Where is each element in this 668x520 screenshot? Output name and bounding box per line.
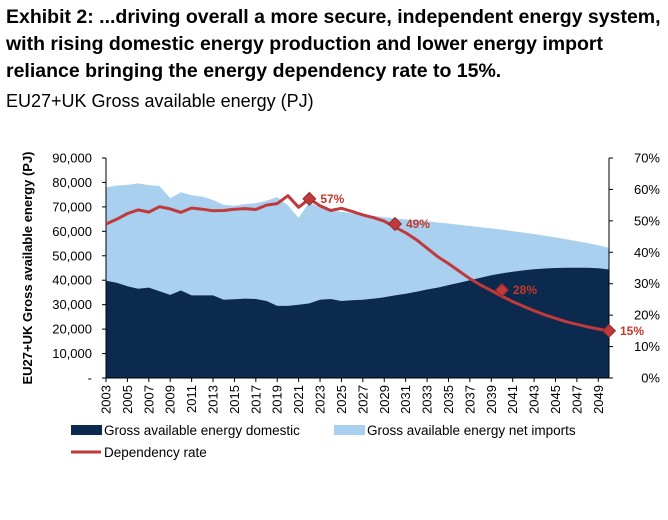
- y2-tick-label: 10%: [634, 339, 660, 354]
- dependency-data-label: 49%: [406, 217, 430, 231]
- y2-tick-label: 30%: [634, 276, 660, 291]
- y2-tick-label: 50%: [634, 213, 660, 228]
- legend-swatch: [71, 425, 102, 435]
- area-layer: [106, 183, 609, 378]
- x-tick-label: 2007: [141, 385, 156, 414]
- domestic-area: [106, 267, 609, 378]
- x-tick-label: 2037: [462, 385, 477, 414]
- x-tick-label: 2039: [484, 385, 499, 414]
- y-axis-label: EU27+UK Gross available energy (PJ): [20, 151, 35, 384]
- y-tick-label: 20,000: [52, 322, 92, 337]
- y-tick-label: -: [88, 371, 92, 386]
- legend-label: Gross available energy net imports: [367, 423, 576, 438]
- y2-tick-label: 70%: [634, 151, 660, 166]
- y-tick-label: 80,000: [52, 175, 92, 190]
- x-tick-label: 2015: [227, 385, 242, 414]
- y-tick-label: 90,000: [52, 151, 92, 166]
- x-tick-label: 2029: [377, 385, 392, 414]
- y-tick-label: 30,000: [52, 297, 92, 312]
- y2-tick-label: 0%: [641, 371, 660, 386]
- dependency-marker: [494, 282, 510, 298]
- dependency-marker: [601, 323, 617, 338]
- x-tick-label: 2045: [548, 385, 563, 414]
- y-tick-label: 40,000: [52, 273, 92, 288]
- y-tick-label: 60,000: [52, 224, 92, 239]
- y2-tick-label: 60%: [634, 182, 660, 197]
- x-tick-label: 2043: [527, 385, 542, 414]
- x-tick-label: 2009: [163, 385, 178, 414]
- legend: Gross available energy domestic Gross ava…: [71, 423, 576, 460]
- x-tick-label: 2017: [248, 385, 263, 414]
- x-tick-label: 2019: [270, 385, 285, 414]
- chart-title: Exhibit 2: ...driving overall a more sec…: [6, 6, 661, 82]
- axes-layer: 90,000 80,000 70,000 60,000 50,000 40,000 30,0…: [20, 151, 660, 414]
- x-tick-label: 2031: [398, 385, 413, 414]
- legend-swatch: [334, 425, 365, 435]
- x-tick-label: 2033: [420, 385, 435, 414]
- x-tick-label: 2047: [569, 385, 584, 414]
- chart-subtitle: EU27+UK Gross available energy (PJ): [6, 91, 314, 111]
- x-tick-label: 2021: [291, 385, 306, 414]
- dependency-data-label: 15%: [620, 324, 644, 338]
- x-tick-label: 2005: [120, 385, 135, 414]
- y-tick-label: 50,000: [52, 248, 92, 263]
- x-tick-label: 2023: [313, 385, 328, 414]
- line-layer: 57% 49% 28% 15%: [105, 191, 644, 338]
- dependency-data-label: 28%: [513, 283, 537, 297]
- x-tick-label: 2025: [334, 385, 349, 414]
- x-tick-label: 2003: [99, 385, 114, 414]
- dependency-rate-line: [105, 194, 610, 333]
- legend-label: Gross available energy domestic: [104, 423, 300, 438]
- y-tick-label: 70,000: [52, 199, 92, 214]
- x-tick-label: 2027: [355, 385, 370, 414]
- y2-tick-label: 40%: [634, 245, 660, 260]
- legend-label: Dependency rate: [104, 445, 207, 460]
- x-tick-label: 2035: [441, 385, 456, 414]
- x-tick-label: 2013: [206, 385, 221, 414]
- x-tick-label: 2011: [184, 385, 199, 413]
- x-tick-label: 2041: [505, 385, 520, 414]
- y-tick-label: 10,000: [52, 346, 92, 361]
- dependency-marker: [302, 191, 317, 206]
- x-tick-label: 2049: [591, 385, 606, 414]
- dependency-marker: [387, 216, 403, 232]
- dependency-data-label: 57%: [320, 192, 344, 206]
- y2-tick-label: 20%: [634, 308, 660, 323]
